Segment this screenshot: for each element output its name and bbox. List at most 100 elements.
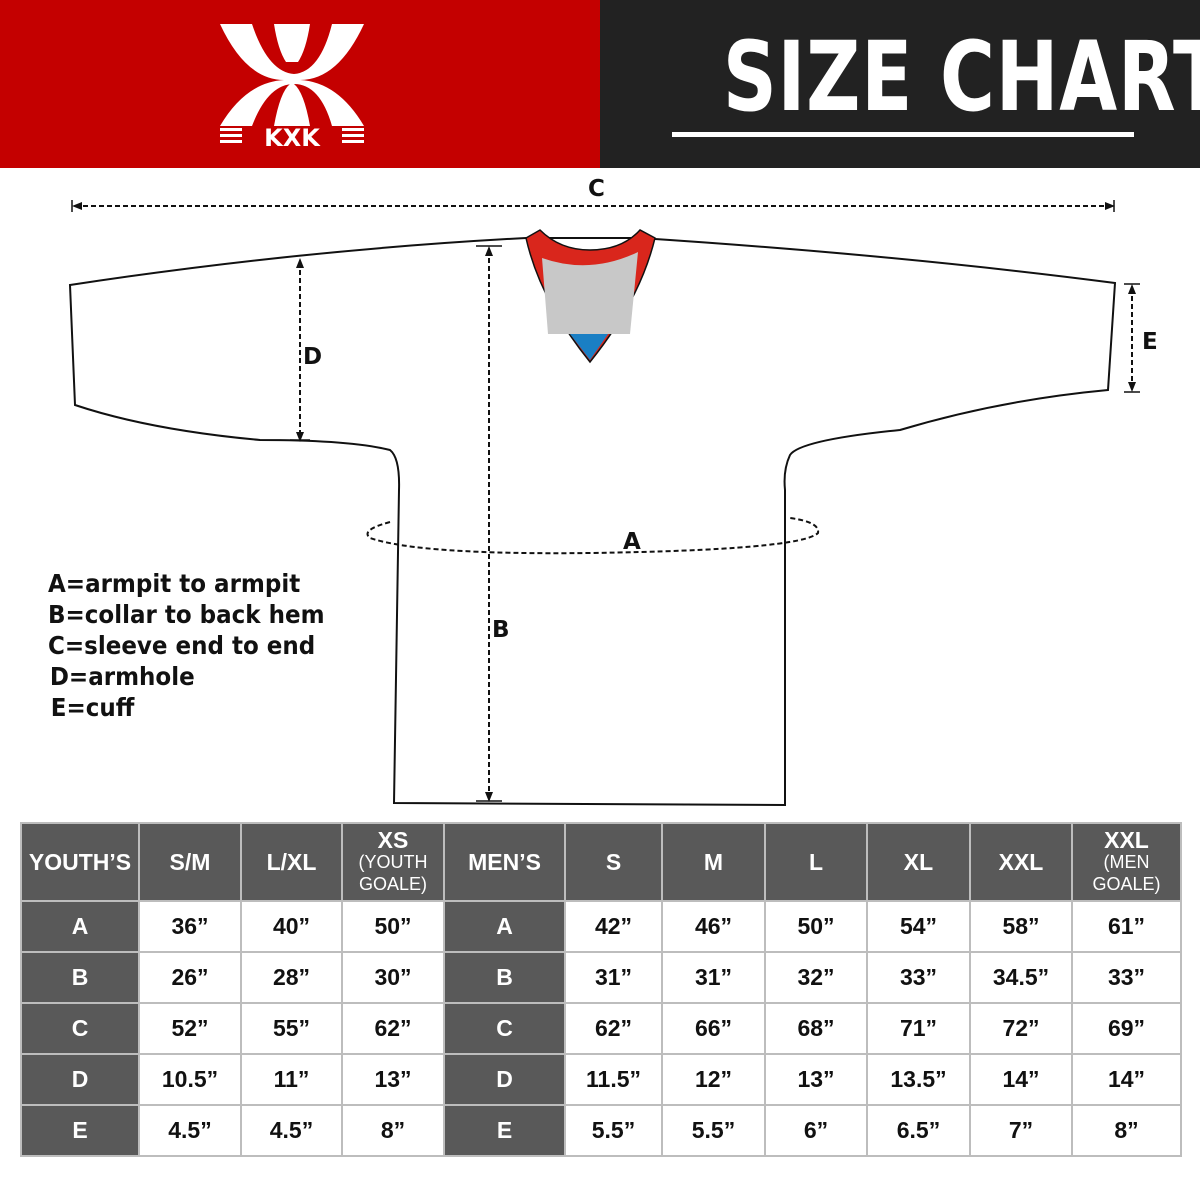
- table-cell: 12”: [661, 1053, 766, 1106]
- column-header-label: L/XL: [266, 849, 317, 875]
- label-c: C: [588, 176, 605, 202]
- label-a: A: [623, 529, 641, 555]
- table-cell: 50”: [764, 900, 868, 953]
- table-cell: 14”: [1071, 1053, 1182, 1106]
- title-banner: [600, 0, 1200, 168]
- table-cell: 31”: [564, 951, 663, 1004]
- table-cell: 7”: [969, 1104, 1073, 1157]
- label-d: D: [303, 344, 323, 370]
- table-cell: 11”: [240, 1053, 343, 1106]
- column-header: M: [661, 822, 766, 902]
- label-b: B: [492, 617, 510, 643]
- label-e: E: [1142, 329, 1158, 355]
- table-cell: 32”: [764, 951, 868, 1004]
- column-header-label: S/M: [169, 849, 211, 875]
- column-header: YOUTH’S: [20, 822, 140, 902]
- table-cell: 69”: [1071, 1002, 1182, 1055]
- table-cell: 42”: [564, 900, 663, 953]
- table-cell: 5.5”: [661, 1104, 766, 1157]
- table-cell: 55”: [240, 1002, 343, 1055]
- table-cell: 34.5”: [969, 951, 1073, 1004]
- table-cell: 30”: [341, 951, 445, 1004]
- table-cell: 72”: [969, 1002, 1073, 1055]
- row-label: B: [443, 951, 566, 1004]
- table-cell: 5.5”: [564, 1104, 663, 1157]
- table-cell: 33”: [1071, 951, 1182, 1004]
- table-cell: 6”: [764, 1104, 868, 1157]
- row-label: D: [443, 1053, 566, 1106]
- table-cell: 66”: [661, 1002, 766, 1055]
- column-header-label: XXL: [998, 849, 1044, 875]
- legend-item: A=armpit to armpit: [48, 569, 301, 598]
- table-cell: 46”: [661, 900, 766, 953]
- column-header: L/XL: [240, 822, 343, 902]
- svg-text:KXK: KXK: [264, 124, 321, 150]
- row-label: A: [443, 900, 566, 953]
- jersey-outline: [68, 237, 1117, 807]
- table-cell: 8”: [341, 1104, 445, 1157]
- column-header-label: L: [808, 849, 824, 875]
- column-header: MEN’S: [443, 822, 566, 902]
- row-label: E: [443, 1104, 566, 1157]
- table-cell: 13”: [341, 1053, 445, 1106]
- table-cell: 71”: [866, 1002, 971, 1055]
- table-cell: 13.5”: [866, 1053, 971, 1106]
- column-header: XXL: [969, 822, 1073, 902]
- column-header-label: YOUTH’S: [28, 849, 132, 875]
- column-header-label: XS: [377, 827, 409, 853]
- table-cell: 31”: [661, 951, 766, 1004]
- column-header: S: [564, 822, 663, 902]
- title-underline: [672, 132, 1134, 137]
- table-cell: 58”: [969, 900, 1073, 953]
- row-label: C: [20, 1002, 140, 1055]
- column-header: XS (YOUTH GOALE): [341, 822, 445, 902]
- column-header: S/M: [138, 822, 242, 902]
- column-header-sublabel: (MEN GOALE): [1092, 852, 1161, 894]
- row-label: A: [20, 900, 140, 953]
- page-title: SIZE CHART: [722, 21, 1200, 133]
- table-header-row: YOUTH’S S/M L/XL XS (YOUTH GOALE) MEN’S S M L XL X…: [20, 822, 1182, 902]
- legend-item: C=sleeve end to end: [48, 631, 316, 660]
- table-cell: 14”: [969, 1053, 1073, 1106]
- row-label: B: [20, 951, 140, 1004]
- column-header: L: [764, 822, 868, 902]
- table-cell: 62”: [564, 1002, 663, 1055]
- table-cell: 54”: [866, 900, 971, 953]
- table-cell: 50”: [341, 900, 445, 953]
- table-cell: 40”: [240, 900, 343, 953]
- table-row: A 36” 40” 50” A 42” 46” 50” 54” 58” 61”: [20, 900, 1182, 953]
- table-cell: 26”: [138, 951, 242, 1004]
- legend-item: D=armhole: [49, 662, 195, 691]
- table-cell: 8”: [1071, 1104, 1182, 1157]
- table-row: E 4.5” 4.5” 8” E 5.5” 5.5” 6” 6.5” 7” 8”: [20, 1104, 1182, 1157]
- column-header: XXL (MEN GOALE): [1071, 822, 1182, 902]
- collar-blue: [570, 334, 608, 360]
- table-cell: 10.5”: [138, 1053, 242, 1106]
- legend-item: B=collar to back hem: [48, 600, 325, 629]
- table-cell: 61”: [1071, 900, 1182, 953]
- column-header-sublabel: (YOUTH GOALE): [358, 852, 428, 894]
- table-cell: 33”: [866, 951, 971, 1004]
- collar-inner: [542, 252, 638, 334]
- table-cell: 62”: [341, 1002, 445, 1055]
- table-row: B 26” 28” 30” B 31” 31” 32” 33” 34.5” 33”: [20, 951, 1182, 1004]
- table-cell: 13”: [764, 1053, 868, 1106]
- jersey-diagram: [68, 200, 1140, 807]
- table-cell: 11.5”: [564, 1053, 663, 1106]
- column-header-label: XL: [903, 849, 934, 875]
- table-cell: 6.5”: [866, 1104, 971, 1157]
- table-cell: 28”: [240, 951, 343, 1004]
- table-row: C 52” 55” 62” C 62” 66” 68” 71” 72” 69”: [20, 1002, 1182, 1055]
- column-header-label: MEN’S: [468, 849, 541, 875]
- table-cell: 36”: [138, 900, 242, 953]
- legend-item: E=cuff: [50, 693, 135, 722]
- table-cell: 68”: [764, 1002, 868, 1055]
- column-header-label: S: [605, 849, 622, 875]
- size-table: YOUTH’S S/M L/XL XS (YOUTH GOALE) MEN’S S M L XL X…: [20, 822, 1182, 1157]
- row-label: C: [443, 1002, 566, 1055]
- row-label: E: [20, 1104, 140, 1157]
- column-header-label: XXL: [1104, 827, 1149, 853]
- row-label: D: [20, 1053, 140, 1106]
- measurement-legend: A=armpit to armpit B=collar to back hem …: [48, 568, 349, 723]
- table-cell: 52”: [138, 1002, 242, 1055]
